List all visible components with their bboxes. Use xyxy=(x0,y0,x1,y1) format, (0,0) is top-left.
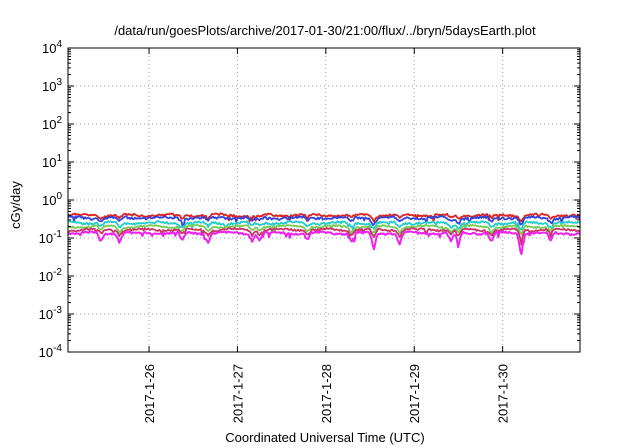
y-tick-label: 10-1 xyxy=(39,229,63,246)
y-tick-label: 103 xyxy=(42,77,62,94)
series-line xyxy=(68,212,580,223)
y-tick-label: 10-4 xyxy=(39,343,63,360)
y-tick-label: 102 xyxy=(42,115,62,132)
series-line xyxy=(68,214,580,228)
series-line xyxy=(68,220,580,232)
x-tick-label: 2017-1-29 xyxy=(407,364,422,423)
ticks: 10-4 10-3 10-2 10-1 100 101 102 103 104 2017-1-26… xyxy=(39,39,580,423)
x-tick-label: 2017-1-26 xyxy=(142,364,157,423)
y-tick-label: 10-3 xyxy=(39,305,63,322)
series-line xyxy=(68,223,580,236)
x-tick-label: 2017-1-30 xyxy=(496,364,511,423)
x-axis-label: Coordinated Universal Time (UTC) xyxy=(225,430,424,445)
series-line xyxy=(68,227,580,246)
y-axis-label: cGy/day xyxy=(8,181,23,229)
series-layer xyxy=(68,212,580,256)
series-line xyxy=(68,230,580,256)
y-tick-label: 100 xyxy=(42,191,62,208)
y-tick-label: 104 xyxy=(42,39,62,56)
grid xyxy=(68,48,580,352)
y-tick-label: 10-2 xyxy=(39,267,63,284)
x-tick-label: 2017-1-28 xyxy=(319,364,334,423)
y-tick-label: 101 xyxy=(42,153,62,170)
x-tick-label: 2017-1-27 xyxy=(230,364,245,423)
chart-title: /data/run/goesPlots/archive/2017-01-30/2… xyxy=(114,23,536,38)
